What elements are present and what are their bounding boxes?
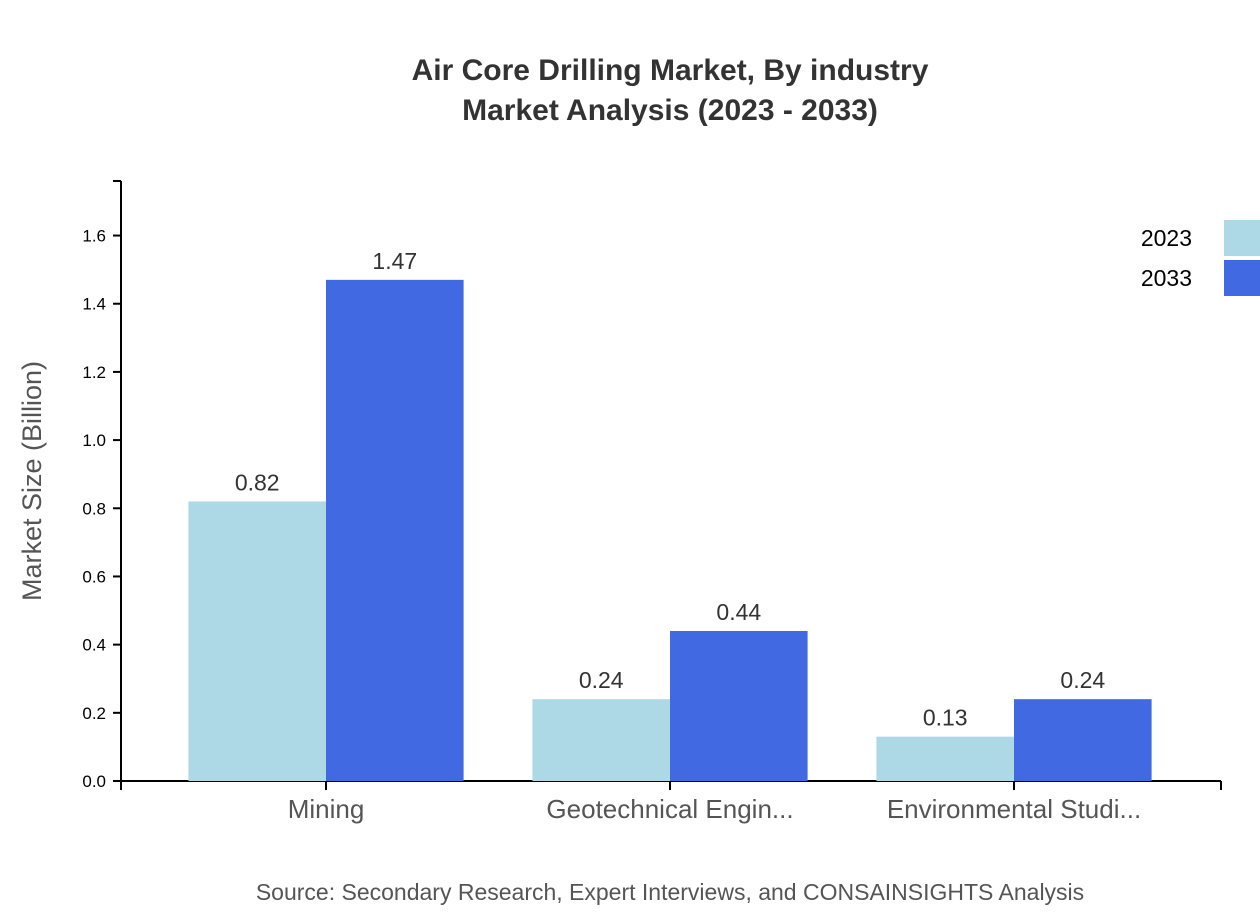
y-tick-label: 0.2 — [82, 704, 106, 723]
y-tick-label: 0.8 — [82, 499, 106, 518]
bar-2023 — [876, 736, 1014, 781]
y-tick-label: 0.0 — [82, 772, 106, 791]
bar-2023 — [532, 699, 670, 781]
y-axis-label: Market Size (Billion) — [17, 361, 47, 601]
chart-subtitle: Market Analysis (2023 - 2033) — [462, 94, 878, 127]
y-tick-label: 0.4 — [82, 636, 106, 655]
x-tick-label: Mining — [288, 794, 365, 824]
bar-2023 — [188, 501, 326, 781]
data-label: 0.44 — [716, 599, 761, 625]
legend-swatch-2033 — [1224, 260, 1260, 296]
legend-swatch-2023 — [1224, 220, 1260, 256]
x-tick-label: Environmental Studi... — [887, 794, 1141, 824]
data-label: 0.24 — [579, 667, 624, 693]
y-tick-label: 1.4 — [82, 295, 106, 314]
data-label: 0.82 — [235, 469, 280, 495]
data-label: 0.24 — [1060, 667, 1105, 693]
y-tick-label: 0.6 — [82, 567, 106, 586]
data-label: 1.47 — [372, 248, 417, 274]
y-tick-label: 1.0 — [82, 431, 106, 450]
chart-title: Air Core Drilling Market, By industry — [412, 54, 929, 87]
bar-2033 — [670, 631, 808, 781]
x-tick-label: Geotechnical Engin... — [546, 794, 793, 824]
bar-2033 — [326, 279, 464, 781]
source-note: Source: Secondary Research, Expert Inter… — [256, 879, 1084, 905]
bar-2033 — [1014, 699, 1152, 781]
legend-label: 2033 — [1141, 265, 1192, 291]
y-tick-label: 1.2 — [82, 363, 106, 382]
data-label: 0.13 — [923, 705, 968, 731]
y-tick-label: 1.6 — [82, 227, 106, 246]
legend-label: 2023 — [1141, 225, 1192, 251]
